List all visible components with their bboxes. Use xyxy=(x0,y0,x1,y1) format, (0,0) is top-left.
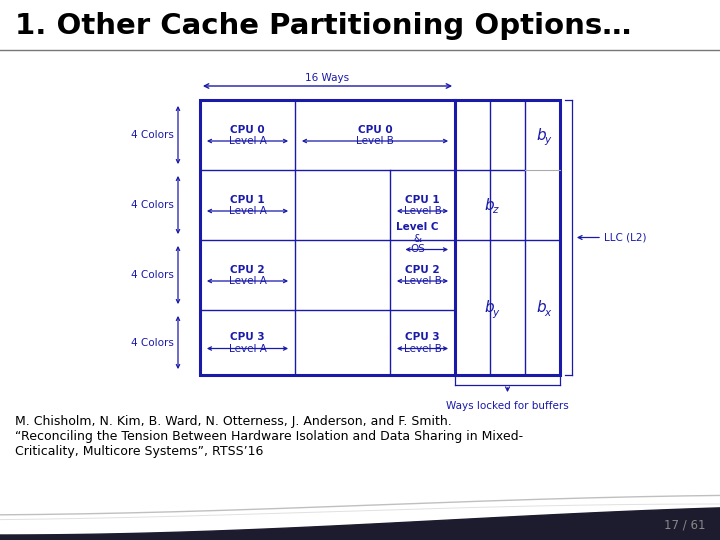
Text: CPU 2: CPU 2 xyxy=(230,265,265,275)
Text: z: z xyxy=(492,205,498,215)
Text: M. Chisholm, N. Kim, B. Ward, N. Otterness, J. Anderson, and F. Smith.: M. Chisholm, N. Kim, B. Ward, N. Otterne… xyxy=(15,415,451,428)
Text: LLC (L2): LLC (L2) xyxy=(604,233,647,242)
Text: Level A: Level A xyxy=(228,136,266,146)
Text: 4 Colors: 4 Colors xyxy=(131,270,174,280)
Text: Ways locked for buffers: Ways locked for buffers xyxy=(446,401,569,411)
Text: Level B: Level B xyxy=(356,136,394,146)
Text: 17 / 61: 17 / 61 xyxy=(664,518,705,531)
Text: 4 Colors: 4 Colors xyxy=(131,200,174,210)
Text: OS: OS xyxy=(410,245,425,254)
Text: 1. Other Cache Partitioning Options…: 1. Other Cache Partitioning Options… xyxy=(15,12,631,40)
Text: 4 Colors: 4 Colors xyxy=(131,130,174,140)
Text: CPU 3: CPU 3 xyxy=(230,333,265,342)
Text: Level A: Level A xyxy=(228,206,266,216)
Text: CPU 3: CPU 3 xyxy=(405,333,440,342)
Bar xyxy=(200,100,560,375)
Text: 16 Ways: 16 Ways xyxy=(305,73,350,83)
Text: 4 Colors: 4 Colors xyxy=(131,338,174,348)
Text: b: b xyxy=(536,127,546,143)
Text: CPU 0: CPU 0 xyxy=(230,125,265,135)
Text: b: b xyxy=(484,198,494,213)
Text: Level A: Level A xyxy=(228,276,266,286)
Text: Criticality, Multicore Systems”, RTSS’16: Criticality, Multicore Systems”, RTSS’16 xyxy=(15,445,264,458)
Text: CPU 1: CPU 1 xyxy=(405,195,440,205)
Text: Level B: Level B xyxy=(404,343,441,354)
Text: CPU 0: CPU 0 xyxy=(358,125,392,135)
Text: CPU 2: CPU 2 xyxy=(405,265,440,275)
Text: Level B: Level B xyxy=(404,276,441,286)
Text: x: x xyxy=(544,307,551,318)
Text: &: & xyxy=(413,233,422,244)
Text: y: y xyxy=(492,307,498,318)
Text: Level A: Level A xyxy=(228,343,266,354)
Text: Level B: Level B xyxy=(404,206,441,216)
Text: CPU 1: CPU 1 xyxy=(230,195,265,205)
Text: “Reconciling the Tension Between Hardware Isolation and Data Sharing in Mixed-: “Reconciling the Tension Between Hardwar… xyxy=(15,430,523,443)
Text: b: b xyxy=(484,300,494,315)
Text: y: y xyxy=(544,135,551,145)
Text: Level C: Level C xyxy=(396,222,438,233)
Text: b: b xyxy=(536,300,546,315)
